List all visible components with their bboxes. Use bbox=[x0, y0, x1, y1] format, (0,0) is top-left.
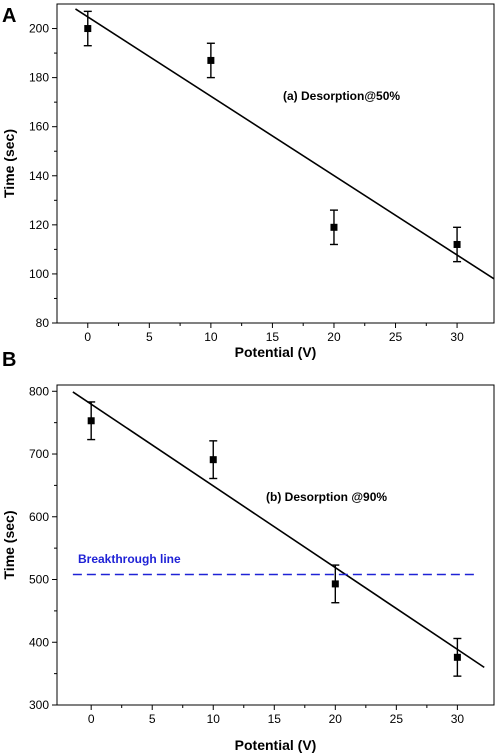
reference-line-label: Breakthrough line bbox=[78, 552, 181, 566]
chart-annotation: (b) Desorption @90% bbox=[266, 490, 387, 504]
x-tick-label: 30 bbox=[451, 712, 465, 726]
data-point bbox=[453, 240, 461, 248]
x-tick-label: 25 bbox=[389, 330, 403, 344]
data-point bbox=[207, 56, 215, 64]
data-point bbox=[87, 417, 95, 425]
x-tick-label: 10 bbox=[204, 330, 218, 344]
panel-letter: A bbox=[2, 5, 16, 27]
chart-panel-a: A 0 5 10 15 20 25 30 80 100 120 140 160 180 200 Potenti… bbox=[1, 3, 495, 360]
x-tick-label: 20 bbox=[327, 330, 341, 344]
y-tick-label: 400 bbox=[29, 635, 49, 649]
data-point bbox=[330, 223, 338, 231]
y-tick-label: 500 bbox=[29, 573, 49, 587]
panel-letter: B bbox=[2, 349, 16, 371]
y-axis-title: Time (sec) bbox=[1, 511, 17, 580]
x-tick-label: 25 bbox=[390, 712, 404, 726]
y-tick-label: 140 bbox=[29, 169, 49, 183]
plot-area bbox=[75, 8, 494, 280]
fit-line bbox=[72, 391, 485, 669]
y-tick-label: 600 bbox=[29, 510, 49, 524]
y-tick-label: 300 bbox=[29, 698, 49, 712]
x-tick-label: 20 bbox=[329, 712, 343, 726]
data-point bbox=[331, 580, 339, 588]
y-tick-label: 120 bbox=[29, 218, 49, 232]
y-tick-label: 700 bbox=[29, 447, 49, 461]
y-axis-title: Time (sec) bbox=[1, 129, 17, 198]
chart-annotation: (a) Desorption@50% bbox=[283, 89, 400, 103]
x-tick-label: 5 bbox=[149, 712, 156, 726]
y-tick-label: 160 bbox=[29, 120, 49, 134]
plot-area bbox=[72, 391, 485, 677]
x-tick-label: 0 bbox=[84, 330, 91, 344]
fit-line bbox=[75, 8, 494, 280]
x-tick-label: 10 bbox=[207, 712, 221, 726]
x-axis-title: Potential (V) bbox=[235, 344, 317, 360]
plot-frame bbox=[56, 3, 495, 324]
x-tick-label: 5 bbox=[146, 330, 153, 344]
y-tick-label: 200 bbox=[29, 22, 49, 36]
x-tick-label: 30 bbox=[450, 330, 464, 344]
x-tick-label: 15 bbox=[268, 712, 282, 726]
chart-panel-b: B 0 5 10 15 20 25 30 300 400 500 600 700 800 Potential… bbox=[1, 349, 495, 753]
x-tick-label: 15 bbox=[266, 330, 280, 344]
data-point bbox=[209, 456, 217, 464]
data-point bbox=[84, 25, 92, 33]
y-tick-label: 100 bbox=[29, 267, 49, 281]
y-tick-label: 800 bbox=[29, 384, 49, 398]
y-tick-label: 180 bbox=[29, 71, 49, 85]
plot-frame bbox=[56, 384, 495, 706]
x-axis-title: Potential (V) bbox=[235, 737, 317, 753]
data-point bbox=[453, 653, 461, 661]
y-tick-label: 80 bbox=[36, 316, 50, 330]
x-tick-label: 0 bbox=[88, 712, 95, 726]
